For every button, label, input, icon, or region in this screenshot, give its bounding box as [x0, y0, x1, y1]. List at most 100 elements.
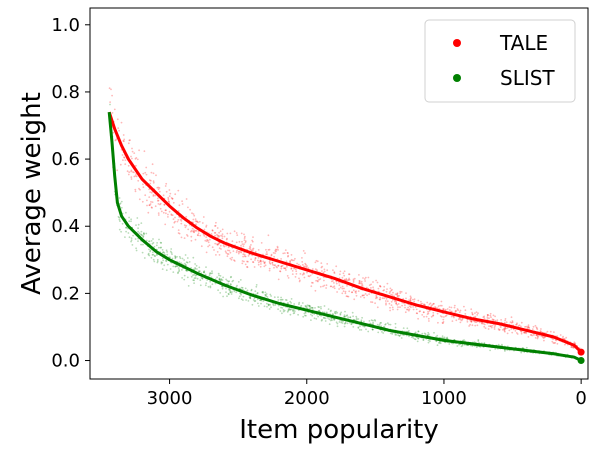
scatter-point	[479, 346, 482, 348]
x-axis-ticks: 3000 2000 1000 0	[147, 379, 587, 409]
scatter-point	[494, 319, 497, 322]
scatter-point	[417, 317, 419, 320]
scatter-point	[323, 268, 326, 271]
scatter-point	[428, 310, 431, 312]
scatter-point	[395, 302, 397, 305]
scatter-point	[487, 314, 489, 317]
scatter-point	[166, 253, 169, 256]
scatter-point	[123, 156, 125, 159]
scatter-point	[120, 230, 122, 233]
scatter-point	[216, 251, 219, 253]
scatter-point	[138, 198, 141, 201]
scatter-point	[251, 240, 254, 243]
scatter-point	[441, 315, 443, 318]
scatter-point	[183, 274, 186, 277]
scatter-point	[123, 140, 125, 143]
scatter-point	[127, 142, 130, 145]
scatter-point	[193, 230, 196, 233]
scatter-point	[339, 313, 342, 316]
trend-line-slist	[107, 111, 582, 362]
scatter-point	[375, 279, 377, 282]
scatter-point	[226, 252, 229, 255]
scatter-point	[165, 190, 168, 193]
scatter-point	[153, 260, 156, 263]
scatter-point	[170, 248, 173, 250]
scatter-point	[402, 327, 405, 329]
scatter-point	[178, 261, 181, 263]
scatter-point	[271, 262, 274, 264]
scatter-point	[333, 282, 335, 284]
scatter-point	[319, 278, 322, 280]
scatter-point	[409, 297, 412, 300]
scatter-point	[192, 274, 194, 277]
scatter-point	[215, 221, 217, 224]
scatter-point	[172, 271, 175, 273]
scatter-point	[352, 279, 355, 282]
scatter-point	[397, 306, 399, 308]
scatter-point	[192, 230, 195, 233]
scatter-point	[520, 332, 523, 335]
scatter-point	[347, 295, 350, 298]
scatter-point	[304, 262, 307, 265]
scatter-point	[344, 279, 347, 282]
scatter-point	[351, 311, 354, 314]
scatter-point	[384, 323, 387, 325]
scatter-point	[238, 240, 241, 243]
scatter-point	[277, 264, 279, 267]
scatter-point	[363, 294, 365, 297]
scatter-point	[304, 314, 306, 317]
scatter-point	[542, 337, 545, 339]
scatter-point	[206, 238, 209, 241]
scatter-point	[119, 202, 122, 205]
scatter-point	[165, 182, 168, 185]
scatter-point	[208, 273, 211, 275]
scatter-point	[442, 308, 444, 311]
scatter-point	[233, 260, 236, 262]
scatter-point	[268, 248, 271, 251]
scatter-point	[358, 274, 360, 276]
scatter-point	[453, 304, 456, 307]
scatter-point	[256, 298, 259, 301]
scatter-point	[474, 315, 477, 318]
scatter-point	[227, 293, 230, 296]
scatter-point	[286, 252, 289, 254]
scatter-point	[376, 281, 379, 284]
scatter-point	[281, 264, 284, 267]
scatter-point	[379, 298, 381, 301]
scatter-point	[236, 284, 238, 287]
trend-endpoint-tale	[577, 348, 585, 356]
scatter-point	[226, 232, 229, 235]
scatter-point	[373, 319, 376, 321]
scatter-point	[280, 296, 282, 299]
scatter-point	[122, 134, 125, 136]
scatter-point	[229, 290, 232, 292]
scatter-point	[194, 220, 197, 223]
scatter-point	[323, 317, 326, 319]
scatter-point	[369, 322, 372, 325]
scatter-point	[125, 226, 128, 229]
scatter-point	[439, 304, 442, 307]
scatter-point	[179, 257, 182, 260]
scatter-point	[160, 210, 163, 213]
scatter-point	[346, 295, 349, 298]
scatter-point	[221, 237, 224, 240]
scatter-point	[333, 319, 336, 321]
scatter-point	[367, 276, 370, 279]
scatter-point	[405, 292, 407, 294]
scatter-point	[504, 350, 506, 352]
scatter-point	[286, 275, 289, 277]
scatter-point	[352, 281, 355, 283]
scatter-point	[163, 203, 166, 206]
scatter-point	[382, 332, 385, 334]
scatter-point	[388, 323, 390, 326]
scatter-point	[221, 228, 224, 231]
scatter-point	[269, 293, 272, 296]
scatter-point	[546, 330, 549, 333]
scatter-point	[185, 215, 188, 218]
scatter-point	[130, 237, 133, 240]
scatter-point	[439, 342, 442, 345]
scatter-point	[177, 189, 180, 192]
scatter-point	[249, 245, 251, 248]
scatter-point	[203, 235, 206, 237]
scatter-point	[170, 197, 173, 199]
